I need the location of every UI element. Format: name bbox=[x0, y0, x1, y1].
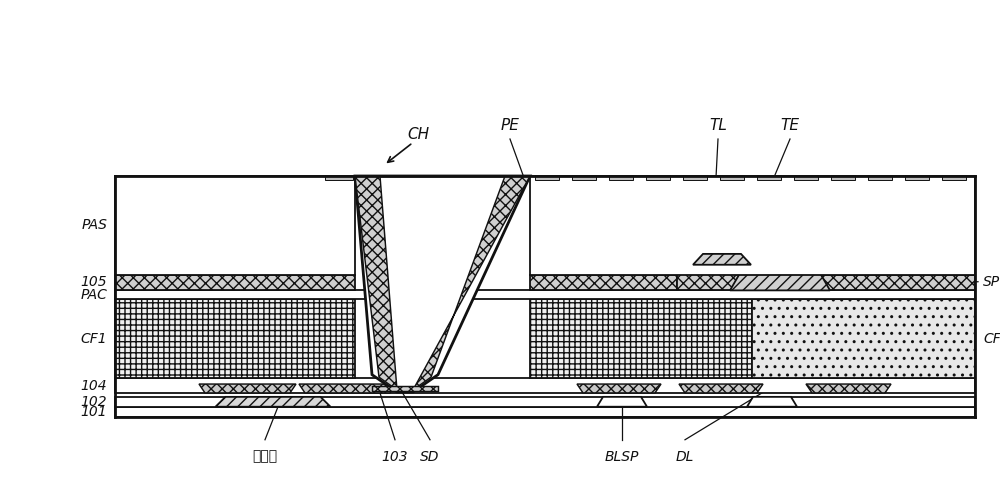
Polygon shape bbox=[693, 254, 751, 265]
Polygon shape bbox=[905, 175, 929, 180]
Polygon shape bbox=[372, 386, 438, 391]
Polygon shape bbox=[720, 175, 744, 180]
Polygon shape bbox=[730, 273, 830, 290]
Polygon shape bbox=[757, 175, 781, 180]
Text: CF1: CF1 bbox=[80, 332, 107, 346]
Text: PAS: PAS bbox=[81, 218, 107, 232]
Polygon shape bbox=[767, 275, 975, 290]
Text: TL: TL bbox=[709, 118, 727, 133]
Polygon shape bbox=[115, 397, 975, 407]
Polygon shape bbox=[572, 175, 596, 180]
Polygon shape bbox=[646, 175, 670, 180]
Polygon shape bbox=[115, 378, 975, 393]
Polygon shape bbox=[115, 299, 355, 378]
Polygon shape bbox=[683, 175, 707, 180]
Polygon shape bbox=[942, 175, 966, 180]
Polygon shape bbox=[115, 407, 975, 417]
Polygon shape bbox=[216, 397, 330, 407]
Text: PAC: PAC bbox=[80, 288, 107, 302]
Polygon shape bbox=[609, 175, 633, 180]
Text: CH: CH bbox=[407, 127, 429, 141]
Text: 102: 102 bbox=[80, 395, 107, 409]
Text: BLSP: BLSP bbox=[605, 450, 639, 463]
Polygon shape bbox=[752, 299, 975, 378]
Text: SD: SD bbox=[420, 450, 440, 463]
Text: 103: 103 bbox=[382, 450, 408, 463]
Polygon shape bbox=[530, 275, 677, 290]
Text: 105: 105 bbox=[80, 276, 107, 289]
Polygon shape bbox=[115, 275, 355, 290]
Text: 101: 101 bbox=[80, 405, 107, 419]
Text: 栅电极: 栅电极 bbox=[252, 450, 278, 463]
Polygon shape bbox=[677, 265, 767, 290]
Polygon shape bbox=[355, 176, 530, 392]
Polygon shape bbox=[747, 397, 797, 407]
Text: 104: 104 bbox=[80, 379, 107, 392]
Text: CF2: CF2 bbox=[983, 332, 1000, 346]
Polygon shape bbox=[115, 290, 975, 299]
Polygon shape bbox=[806, 384, 891, 393]
Polygon shape bbox=[530, 176, 975, 275]
Text: SP: SP bbox=[983, 275, 1000, 289]
Text: DL: DL bbox=[676, 450, 694, 463]
Polygon shape bbox=[794, 175, 818, 180]
Text: PE: PE bbox=[501, 118, 519, 133]
Text: TE: TE bbox=[780, 118, 800, 133]
Polygon shape bbox=[597, 397, 647, 407]
Polygon shape bbox=[831, 175, 855, 180]
Polygon shape bbox=[530, 299, 752, 378]
Polygon shape bbox=[413, 176, 530, 390]
Polygon shape bbox=[535, 175, 559, 180]
Polygon shape bbox=[679, 384, 763, 393]
Polygon shape bbox=[325, 175, 353, 180]
Polygon shape bbox=[199, 384, 296, 393]
Polygon shape bbox=[115, 176, 355, 275]
Polygon shape bbox=[577, 384, 661, 393]
Polygon shape bbox=[868, 175, 892, 180]
Polygon shape bbox=[355, 176, 397, 390]
Polygon shape bbox=[299, 384, 396, 393]
